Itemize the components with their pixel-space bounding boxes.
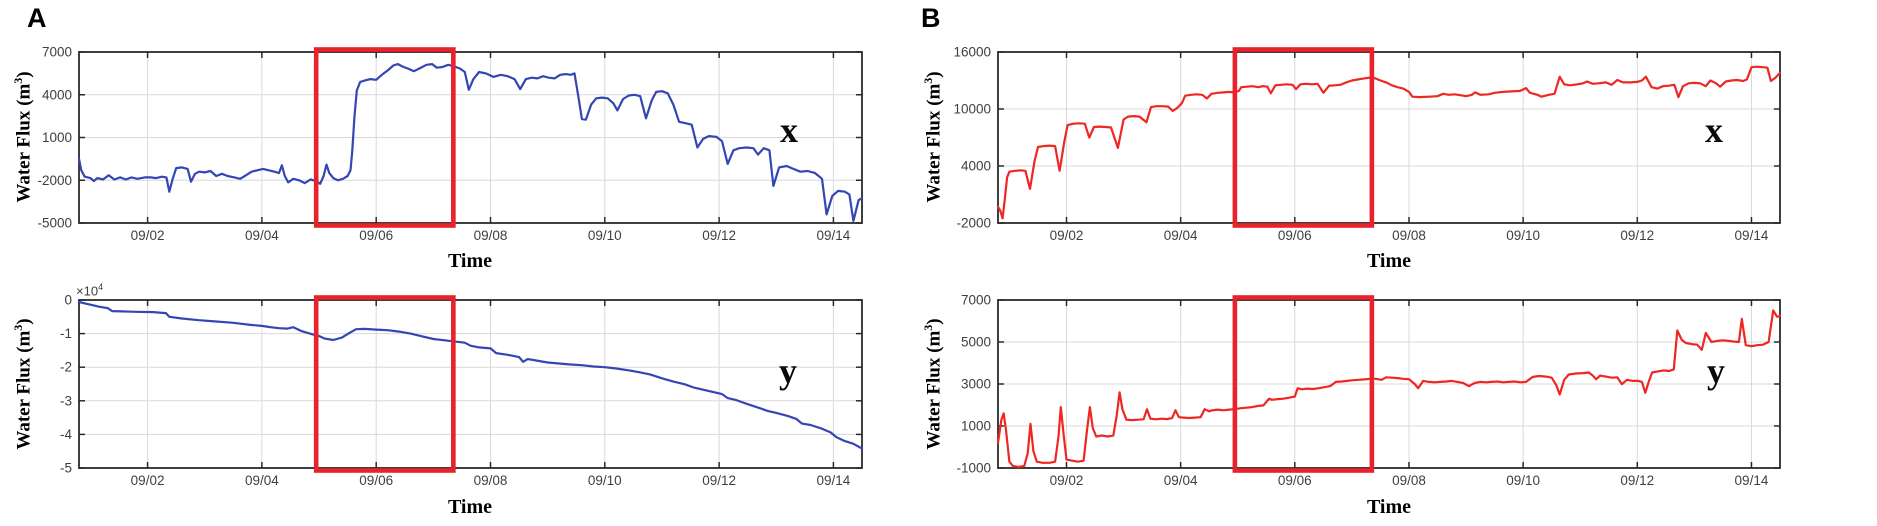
y-axis-label: Water Flux (m3) <box>6 284 34 484</box>
x-tick-label: 09/06 <box>359 473 393 488</box>
y-tick-label: -4 <box>60 427 72 442</box>
y-axis-exponent-text: ×10 <box>76 283 99 299</box>
x-axis-label: Time <box>1366 496 1412 518</box>
plot-border <box>997 51 1781 224</box>
y-axis-label-sup: 3 <box>921 324 935 331</box>
y-tick-label: -5 <box>60 461 72 476</box>
y-axis-label-sup: 3 <box>11 77 25 84</box>
plot-b-x: 09/02 09/04 09/06 09/08 09/10 09/12 09/14 16000… <box>953 45 1782 243</box>
chart-b-x: 09/02 09/04 09/06 09/08 09/10 09/12 09/14 16000… <box>921 0 1877 280</box>
y-tick-label: 1000 <box>42 130 72 145</box>
y-tick-label: 10000 <box>953 102 991 117</box>
x-tick-label: 09/04 <box>245 473 279 488</box>
y-tick-label: -2000 <box>956 216 991 231</box>
x-tick-label: 09/12 <box>1620 473 1654 488</box>
chart-a-y: 09/02 09/04 09/06 09/08 09/10 09/12 09/14 0 -1 -2… <box>0 280 940 526</box>
y-axis-label: Water Flux (m3) <box>6 37 34 237</box>
y-tick-label: 7000 <box>42 45 72 60</box>
y-tick-label: -3 <box>60 393 72 408</box>
y-tick-label: 5000 <box>961 335 991 350</box>
data-line-x <box>996 65 1782 220</box>
highlight-box <box>1232 47 1375 228</box>
highlight-box <box>313 47 456 228</box>
series-letter-y: y <box>1707 351 1725 391</box>
data-line-x <box>77 62 864 222</box>
x-tick-label: 09/08 <box>1392 228 1426 243</box>
y-tick-label: -1 <box>60 326 72 341</box>
x-tick-label: 09/12 <box>702 228 736 243</box>
y-tick-label: 1000 <box>961 419 991 434</box>
x-tick-label: 09/14 <box>817 228 851 243</box>
x-tick-label: 09/12 <box>702 473 736 488</box>
y-axis-label: Water Flux (m3) <box>916 37 944 237</box>
y-axis-label-end: ) <box>13 318 35 325</box>
x-tick-label: 09/04 <box>1164 473 1198 488</box>
x-tick-label: 09/08 <box>1392 473 1426 488</box>
x-tick-label: 09/10 <box>1506 228 1540 243</box>
y-axis-label-text: Water Flux (m <box>923 330 945 450</box>
y-tick-label: 7000 <box>961 293 991 308</box>
x-tick-label: 09/08 <box>474 473 508 488</box>
y-axis-exponent-sup: 4 <box>98 282 104 292</box>
series-letter-x: x <box>780 110 798 150</box>
plot-area <box>79 300 862 468</box>
x-tick-label: 09/14 <box>1735 473 1769 488</box>
x-tick-label: 09/08 <box>474 228 508 243</box>
x-tick-label: 09/10 <box>588 228 622 243</box>
plot-border <box>78 299 863 469</box>
x-axis-label: Time <box>447 496 493 518</box>
x-axis-label: Time <box>1366 250 1412 272</box>
x-tick-label: 09/04 <box>245 228 279 243</box>
y-tick-label: -2000 <box>37 173 72 188</box>
x-tick-label: 09/02 <box>1050 473 1084 488</box>
y-axis-exponent: ×104 <box>76 282 103 298</box>
panel-label-b: B <box>921 3 941 33</box>
plot-a-x: 09/02 09/04 09/06 09/08 09/10 09/12 09/14 7000 4… <box>37 45 864 243</box>
data-line-y <box>77 300 864 450</box>
chart-b-y: 09/02 09/04 09/06 09/08 09/10 09/12 09/14 7000 5… <box>921 280 1877 526</box>
series-letter-x: x <box>1705 110 1723 150</box>
panel-label-a: A <box>27 3 47 33</box>
series-letter-y: y <box>779 351 797 391</box>
x-tick-label: 09/06 <box>359 228 393 243</box>
y-tick-label: -5000 <box>37 216 72 231</box>
y-tick-label: -2 <box>60 360 72 375</box>
plot-b-y: 09/02 09/04 09/06 09/08 09/10 09/12 09/14 7000 5… <box>956 293 1782 488</box>
y-axis-label-end: ) <box>923 71 945 78</box>
x-tick-label: 09/06 <box>1278 473 1312 488</box>
y-axis-label-text: Water Flux (m <box>13 83 35 203</box>
x-tick-label: 09/06 <box>1278 228 1312 243</box>
y-axis-label-end: ) <box>13 71 35 78</box>
y-axis-label-end: ) <box>923 318 945 325</box>
y-tick-label: 16000 <box>953 45 991 60</box>
y-axis-label-sup: 3 <box>921 77 935 84</box>
chart-a-x: 09/02 09/04 09/06 09/08 09/10 09/12 09/14 7000 4… <box>0 0 940 280</box>
y-tick-label: 3000 <box>961 377 991 392</box>
highlight-box <box>313 295 456 473</box>
plot-a-y: 09/02 09/04 09/06 09/08 09/10 09/12 09/14 0 -1 -2… <box>60 293 864 488</box>
x-tick-label: 09/12 <box>1620 228 1654 243</box>
y-axis-label-text: Water Flux (m <box>13 330 35 450</box>
y-tick-label: 4000 <box>42 87 72 102</box>
y-tick-label: 0 <box>64 293 72 308</box>
y-axis-label: Water Flux (m3) <box>916 284 944 484</box>
plot-area <box>998 52 1780 223</box>
y-axis-label-sup: 3 <box>11 324 25 331</box>
highlight-box <box>1232 295 1375 473</box>
x-tick-label: 09/02 <box>131 228 165 243</box>
y-tick-label: -1000 <box>956 461 991 476</box>
x-tick-label: 09/14 <box>1735 228 1769 243</box>
y-axis-label-text: Water Flux (m <box>923 83 945 203</box>
x-tick-label: 09/10 <box>588 473 622 488</box>
x-axis-label: Time <box>447 250 493 272</box>
x-tick-label: 09/10 <box>1506 473 1540 488</box>
y-tick-label: 4000 <box>961 159 991 174</box>
x-tick-label: 09/04 <box>1164 228 1198 243</box>
x-tick-label: 09/02 <box>131 473 165 488</box>
x-tick-label: 09/02 <box>1050 228 1084 243</box>
x-tick-label: 09/14 <box>817 473 851 488</box>
